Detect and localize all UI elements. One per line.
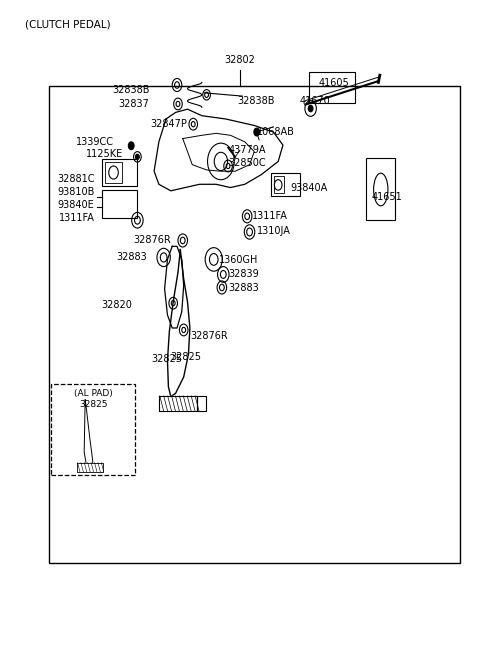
Text: 1360GH: 1360GH: [218, 255, 258, 265]
Text: 32825: 32825: [152, 354, 183, 364]
Text: 41651: 41651: [371, 192, 402, 202]
Circle shape: [308, 105, 313, 112]
Text: 32825: 32825: [79, 400, 108, 409]
Bar: [366, 158, 395, 220]
Text: 1339CC: 1339CC: [75, 137, 114, 147]
Text: 32847P: 32847P: [151, 119, 188, 129]
Text: 93810B: 93810B: [57, 187, 95, 197]
Polygon shape: [76, 462, 103, 472]
Text: 41670: 41670: [300, 96, 330, 106]
Bar: [309, 72, 355, 103]
Text: 32876R: 32876R: [133, 235, 171, 245]
Text: 32850C: 32850C: [228, 157, 266, 168]
Text: 32802: 32802: [225, 54, 255, 65]
Text: 1311FA: 1311FA: [59, 213, 95, 222]
Bar: [275, 176, 284, 194]
Text: (AL PAD): (AL PAD): [74, 389, 113, 398]
Text: (CLUTCH PEDAL): (CLUTCH PEDAL): [25, 20, 111, 30]
Text: 32839: 32839: [228, 270, 259, 279]
Text: 1125KE: 1125KE: [86, 149, 123, 159]
Polygon shape: [197, 396, 205, 411]
Text: 32883: 32883: [228, 283, 259, 293]
Text: 93840A: 93840A: [290, 183, 327, 194]
Polygon shape: [159, 396, 197, 411]
Text: 32883: 32883: [116, 253, 147, 262]
Circle shape: [128, 142, 134, 150]
Text: 41605: 41605: [319, 78, 349, 88]
Text: 32838B: 32838B: [112, 85, 149, 94]
Bar: [51, 384, 135, 475]
Text: 32881C: 32881C: [57, 174, 95, 184]
Text: 32825: 32825: [171, 352, 202, 362]
Circle shape: [135, 154, 139, 159]
Text: 93840E: 93840E: [58, 199, 95, 209]
Circle shape: [254, 128, 260, 136]
Text: 1311FA: 1311FA: [252, 211, 288, 220]
Text: 1310JA: 1310JA: [257, 226, 290, 236]
Bar: [49, 87, 459, 563]
Text: 1068AB: 1068AB: [257, 127, 295, 137]
Text: 32820: 32820: [102, 300, 132, 310]
Bar: [106, 162, 122, 183]
Bar: [271, 173, 300, 196]
Text: 32876R: 32876R: [190, 331, 228, 341]
Text: 43779A: 43779A: [228, 146, 265, 155]
Text: 32837: 32837: [119, 99, 149, 109]
Bar: [102, 190, 137, 218]
Text: 32838B: 32838B: [238, 96, 275, 106]
Bar: [102, 159, 137, 186]
